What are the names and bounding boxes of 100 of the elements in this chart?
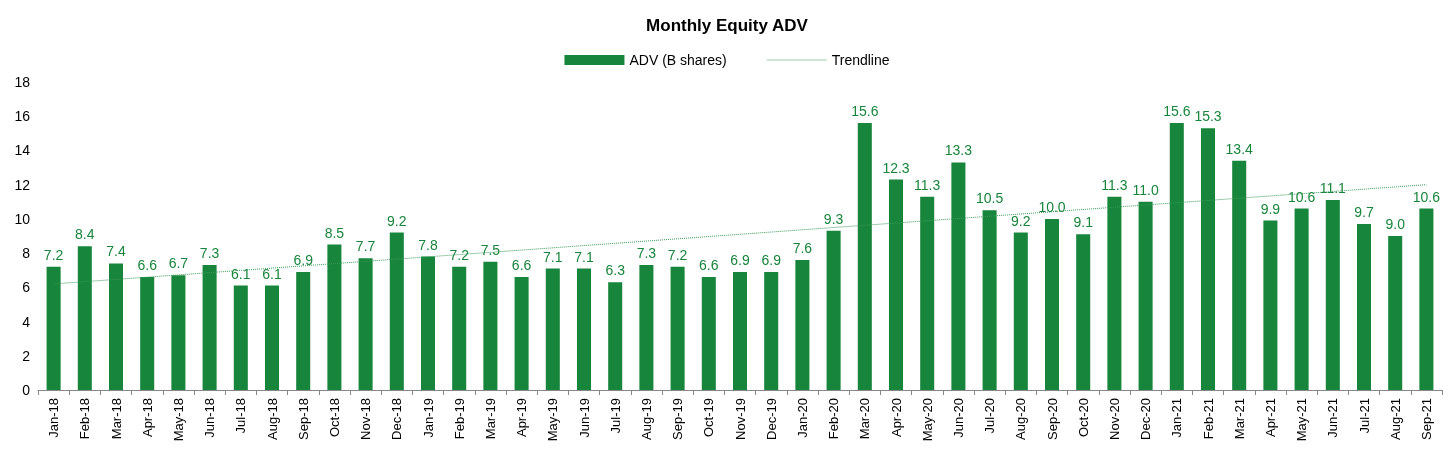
x-tick-label: Apr-19: [514, 398, 530, 438]
bar: [389, 232, 404, 390]
x-tick-label: Mar-20: [857, 398, 873, 440]
y-tick-label: 8: [22, 245, 31, 262]
bar: [670, 266, 685, 390]
x-tick-label: Nov-18: [358, 398, 374, 440]
x-tick-label: Jun-18: [202, 398, 218, 438]
x-tick-label: Oct-19: [701, 398, 717, 438]
bar: [327, 244, 342, 390]
data-label: 7.3: [199, 245, 220, 262]
x-tick-label: Nov-20: [1106, 398, 1122, 440]
x-tick-label: Aug-19: [638, 398, 654, 440]
bar: [46, 266, 61, 390]
bar: [171, 275, 186, 390]
x-tick-label: Sep-20: [1044, 398, 1060, 440]
bar: [920, 196, 935, 390]
data-label: 9.3: [823, 210, 844, 227]
bar: [1138, 201, 1153, 390]
bar: [1325, 200, 1340, 390]
data-label: 7.4: [106, 243, 126, 260]
x-tick-label: Oct-20: [1075, 398, 1091, 438]
x-tick-label: Jun-21: [1325, 398, 1341, 438]
data-label: 10.6: [1412, 188, 1441, 205]
x-tick-label: May-20: [919, 398, 935, 442]
x-tick-label: Aug-21: [1387, 398, 1403, 440]
bar: [1013, 232, 1028, 390]
data-label: 6.6: [511, 257, 532, 274]
bar: [233, 285, 248, 390]
x-tick-label: Nov-19: [732, 398, 748, 440]
data-label: 7.2: [43, 246, 64, 263]
x-tick-label: Jan-20: [794, 398, 810, 438]
bar: [452, 266, 467, 390]
data-label: 9.9: [1260, 200, 1281, 217]
bar: [576, 268, 592, 390]
bar: [951, 162, 966, 390]
y-tick-label: 6: [22, 279, 31, 296]
x-tick-label: Feb-21: [1200, 398, 1216, 440]
data-label: 8.4: [75, 226, 95, 243]
x-tick-label: Jun-20: [950, 398, 966, 438]
x-tick-label: Jun-19: [576, 398, 592, 438]
data-label: 6.9: [730, 251, 750, 268]
data-label: 9.0: [1385, 216, 1406, 232]
data-label: 7.2: [449, 246, 470, 263]
data-label: 6.3: [605, 262, 626, 279]
data-label: 7.1: [574, 248, 594, 265]
bar: [764, 271, 779, 390]
x-tick-label: Aug-18: [264, 398, 280, 440]
x-tick-label: Sep-18: [295, 398, 311, 440]
bar: [264, 285, 280, 390]
data-label: 6.9: [761, 251, 782, 268]
bar: [1076, 234, 1091, 390]
data-label: 10.0: [1038, 198, 1066, 215]
data-label: 9.7: [1354, 204, 1374, 221]
bar: [1169, 123, 1184, 390]
data-label: 6.9: [293, 251, 314, 268]
x-tick-label: Aug-20: [1013, 398, 1029, 440]
bar: [545, 268, 560, 390]
data-label: 15.6: [851, 103, 879, 120]
x-tick-label: Sep-21: [1418, 398, 1434, 440]
data-label: 11.1: [1319, 180, 1347, 197]
x-tick-label: Feb-19: [451, 398, 467, 440]
y-tick-label: 14: [14, 142, 31, 159]
data-label: 7.2: [667, 246, 688, 263]
x-tick-label: Mar-18: [108, 398, 124, 440]
y-tick-label: 4: [22, 313, 31, 330]
legend-label: ADV (B shares): [629, 52, 727, 68]
x-tick-label: Oct-18: [326, 398, 342, 438]
data-label: 6.1: [231, 265, 251, 282]
data-label: 10.5: [975, 190, 1004, 207]
data-label: 8.5: [324, 224, 345, 241]
data-label: 9.2: [387, 212, 407, 229]
x-tick-label: Jan-21: [1169, 398, 1185, 438]
data-label: 7.5: [480, 241, 501, 258]
x-tick-label: Jan-19: [420, 398, 436, 438]
x-tick-label: Dec-19: [763, 398, 779, 440]
x-tick-label: Apr-18: [139, 398, 155, 438]
x-tick-label: Jul-18: [233, 398, 249, 434]
data-label: 11.0: [1132, 181, 1159, 198]
data-label: 6.1: [262, 265, 282, 282]
data-label: 6.7: [168, 255, 189, 272]
data-label: 9.2: [1011, 212, 1031, 229]
bar: [514, 277, 529, 390]
legend-label: Trendline: [831, 52, 890, 68]
data-label: 13.4: [1225, 140, 1254, 157]
bar: [1294, 208, 1309, 390]
x-tick-label: May-18: [170, 398, 186, 442]
bar: [1107, 196, 1122, 390]
bar: [420, 256, 436, 390]
data-label: 15.6: [1163, 103, 1191, 120]
bar: [1200, 128, 1216, 390]
bar: [888, 179, 904, 390]
x-tick-label: Apr-20: [888, 398, 904, 438]
data-label: 13.3: [944, 142, 973, 159]
bar: [358, 258, 373, 390]
bar: [77, 246, 92, 390]
x-tick-label: Feb-20: [826, 398, 842, 440]
bar: [1388, 236, 1403, 390]
y-tick-label: 0: [22, 382, 31, 398]
bar: [608, 282, 623, 390]
bar: [795, 259, 810, 390]
